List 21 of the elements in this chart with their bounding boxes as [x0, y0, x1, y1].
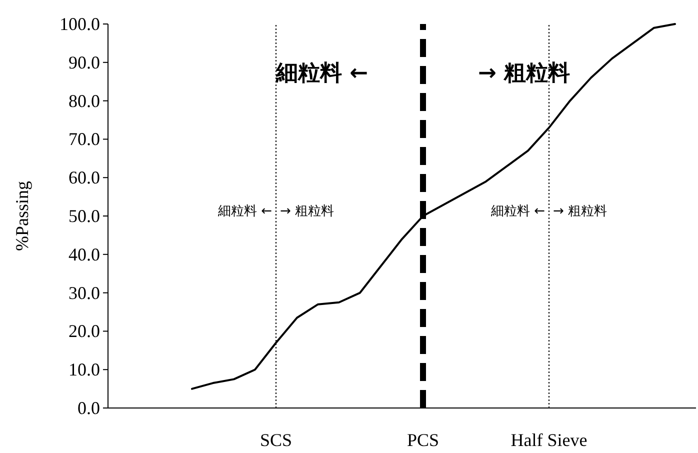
y-tick-label: 40.0 [68, 244, 100, 264]
y-tick-label: 20.0 [68, 321, 100, 342]
annotation: → 粗粒料 [553, 204, 608, 219]
y-axis-title: %Passing [12, 180, 32, 252]
annotation: → 粗粒料 [478, 61, 570, 86]
y-tick-label: 60.0 [68, 168, 100, 188]
annotation: 細粒料 ← [274, 61, 368, 86]
y-tick-label: 80.0 [68, 90, 100, 111]
y-tick-label: 10.0 [68, 360, 100, 380]
y-tick-label: 0.0 [78, 398, 100, 418]
y-tick-label: 30.0 [68, 282, 100, 303]
x-tick-label: PCS [406, 430, 440, 450]
y-tick-label: 90.0 [68, 52, 100, 72]
y-tick-label: 100.0 [60, 14, 100, 34]
y-tick-label: 50.0 [68, 206, 100, 226]
annotation: → 粗粒料 [280, 204, 334, 219]
x-tick-label: Half Sieve [510, 430, 588, 450]
x-tick-label: SCS [260, 430, 292, 450]
annotation: 細粒料 ← [216, 204, 272, 219]
annotation: 細粒料 ← [490, 204, 546, 219]
y-tick-label: 70.0 [68, 129, 100, 150]
